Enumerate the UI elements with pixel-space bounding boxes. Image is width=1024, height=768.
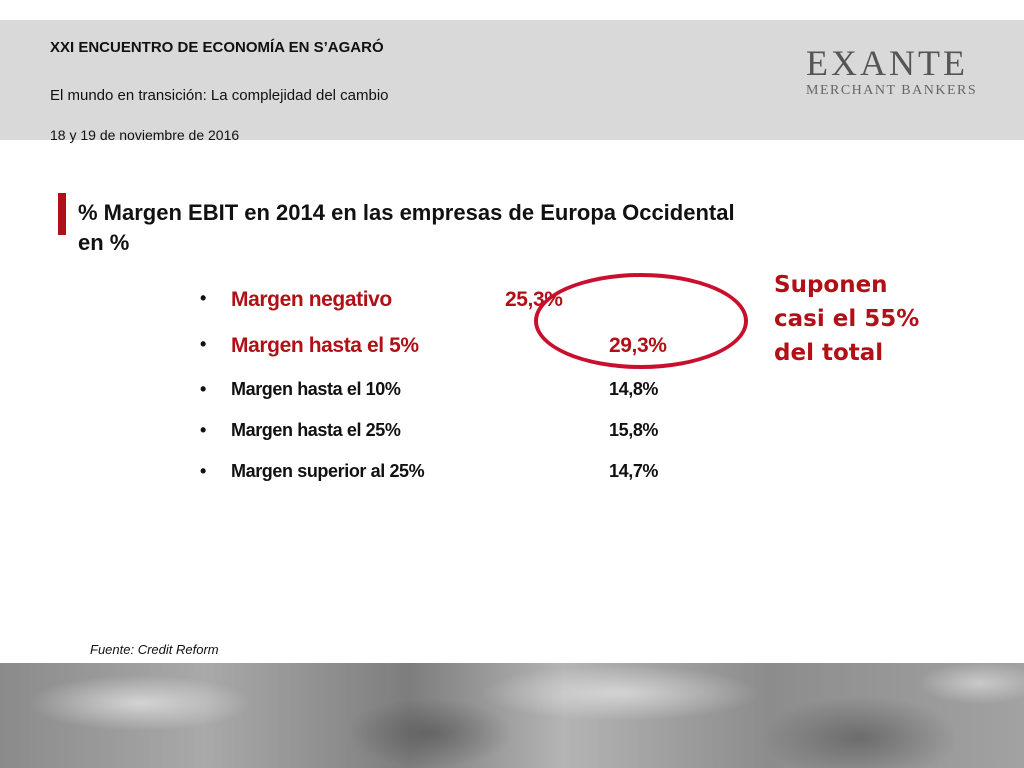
callout-text: Suponen casi el 55% del total (774, 268, 974, 370)
callout-line: casi el 55% (774, 306, 920, 332)
item-label: Margen hasta el 25% (231, 420, 401, 440)
conference-date: 18 y 19 de noviembre de 2016 (50, 127, 240, 143)
item-value: 14,8% (609, 379, 659, 399)
source-note: Fuente: Credit Reform (90, 642, 219, 657)
callout-line: del total (774, 340, 884, 366)
item-label: Margen hasta el 5% (231, 334, 419, 357)
item-value: 14,7% (609, 461, 659, 481)
footer-map-image (0, 663, 1024, 768)
exante-logo: EXANTE MERCHANT BANKERS (806, 44, 982, 100)
item-label: Margen negativo (231, 288, 392, 311)
bullet-icon: • (200, 334, 207, 354)
item-label: Margen superior al 25% (231, 461, 425, 481)
slide-title: % Margen EBIT en 2014 en las empresas de… (78, 200, 735, 255)
list-item: • Margen superior al 25% 14,7% (200, 461, 720, 491)
logo-main-text: EXANTE (806, 43, 968, 83)
highlight-ellipse (534, 273, 748, 369)
conference-title: XXI ENCUENTRO DE ECONOMÍA EN S’AGARÓ (50, 39, 384, 56)
callout-line: Suponen (774, 272, 888, 298)
bullet-icon: • (200, 461, 207, 481)
logo-sub-text: MERCHANT BANKERS (806, 83, 978, 98)
bullet-icon: • (200, 420, 207, 440)
bullet-icon: • (200, 288, 207, 308)
list-item: • Margen hasta el 10% 14,8% (200, 379, 720, 409)
item-label: Margen hasta el 10% (231, 379, 401, 399)
conference-subtitle: El mundo en transición: La complejidad d… (50, 87, 389, 104)
list-item: • Margen hasta el 25% 15,8% (200, 420, 720, 450)
header-band (0, 20, 1024, 140)
item-value: 15,8% (609, 420, 659, 440)
title-accent-bar (58, 193, 66, 235)
bullet-icon: • (200, 379, 207, 399)
